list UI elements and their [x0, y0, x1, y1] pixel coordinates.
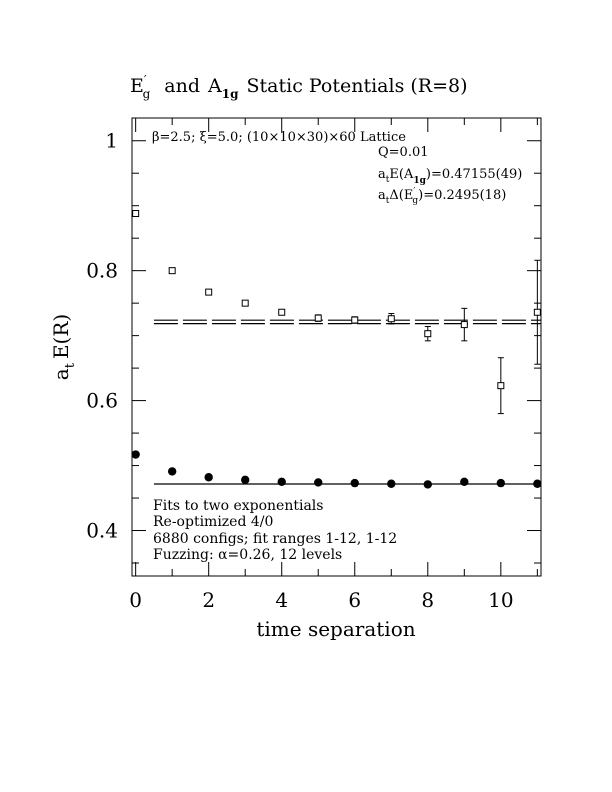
data-point-circle [533, 479, 542, 488]
fit-lines [153, 319, 541, 485]
fit-note-4: Fuzzing: α=0.26, 12 levels [153, 547, 342, 563]
data-point-square [497, 382, 505, 390]
plot-frame [131, 117, 542, 577]
y-label-tail: E(R) [49, 314, 73, 359]
data-point-circle [314, 478, 323, 487]
data-point-circle [387, 479, 396, 488]
x-tick-label: 6 [348, 588, 361, 612]
x-axis-label: time separation [256, 617, 415, 641]
data-point-circle [241, 475, 250, 485]
data-point-circle [167, 467, 177, 476]
y-tick-label: 1 [105, 129, 118, 153]
data-point-square [351, 316, 359, 324]
data-point-square [241, 299, 249, 307]
x-tick-label: 8 [421, 588, 434, 612]
data-point-square [460, 321, 468, 329]
data-point-circle [423, 480, 432, 489]
title-e-sub: g [143, 87, 151, 101]
lattice-annotation: β=2.5; ξ=5.0; (10×10×30)×60 Lattice [152, 130, 406, 145]
axis-ticks [132, 118, 541, 576]
y-axis-label: at E(R) [49, 314, 78, 380]
data-point-square [132, 209, 140, 217]
fit-note-3: 6880 configs; fit ranges 1-12, 1-12 [153, 531, 397, 547]
data-point-square [168, 267, 176, 275]
fit-note-2: Re-optimized 4/0 [153, 514, 273, 530]
y-tick-label: 0.6 [86, 389, 118, 413]
data-point-circle [350, 478, 359, 488]
q-annotation: Q=0.01 [378, 145, 429, 160]
title-tail: Static Potentials (R=8) [247, 75, 468, 97]
data-point-circle [277, 477, 286, 487]
data-point-square [387, 315, 395, 323]
x-tick-label: 10 [488, 588, 513, 612]
fit-note-1: Fits to two exponentials [153, 498, 323, 514]
axis-tick-labels: 0 2 4 6 8 10 0.4 0.6 0.8 1 [86, 129, 513, 612]
title-e-prime: ′ [144, 73, 147, 87]
energy-annotation: atE(A1g)=0.47155(49) [378, 167, 522, 186]
data-point-circle [131, 450, 140, 459]
data-point-circle [496, 478, 506, 488]
title-a: A [207, 75, 222, 97]
data-point-square [424, 330, 432, 338]
y-label-a: a [49, 368, 73, 380]
gap-annotation: atΔ(E′ g)=0.2495(18) [378, 187, 506, 206]
y-label-sub: t [63, 362, 78, 368]
data-point-square [314, 314, 322, 322]
data-point-square [278, 308, 286, 316]
y-tick-label: 0.4 [86, 519, 118, 543]
title-e: E [130, 75, 144, 97]
title-and: and [164, 75, 200, 97]
data-point-circle [460, 477, 469, 487]
data-point-square [205, 288, 213, 296]
chart-title: E′ g and A1g Static Potentials (R=8) [130, 73, 468, 101]
x-tick-label: 4 [275, 588, 288, 612]
x-tick-label: 2 [202, 588, 215, 612]
data-point-square [533, 308, 541, 316]
title-a-sub: 1g [222, 87, 239, 101]
data-point-circle [204, 473, 213, 482]
x-tick-label: 0 [129, 588, 142, 612]
data-points [131, 209, 542, 489]
y-tick-label: 0.8 [86, 259, 118, 283]
